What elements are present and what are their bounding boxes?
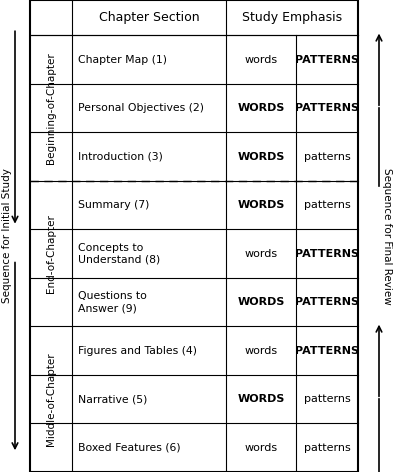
Text: WORDS: WORDS — [237, 103, 285, 113]
Text: WORDS: WORDS — [237, 152, 285, 162]
Text: PATTERNS: PATTERNS — [295, 297, 359, 307]
Text: Summary (7): Summary (7) — [78, 200, 149, 210]
Bar — [30, 0, 358, 472]
Text: PATTERNS: PATTERNS — [295, 55, 359, 65]
Text: Narrative (5): Narrative (5) — [78, 394, 147, 404]
Text: Chapter Map (1): Chapter Map (1) — [78, 55, 167, 65]
Text: Middle-of-Chapter: Middle-of-Chapter — [46, 353, 56, 446]
Text: patterns: patterns — [304, 200, 350, 210]
Text: Sequence for Final Review: Sequence for Final Review — [382, 168, 392, 304]
Text: Figures and Tables (4): Figures and Tables (4) — [78, 346, 197, 356]
Text: words: words — [244, 443, 278, 453]
Text: Questions to
Answer (9): Questions to Answer (9) — [78, 291, 147, 313]
Text: words: words — [244, 55, 278, 65]
Text: patterns: patterns — [304, 443, 350, 453]
Text: Boxed Features (6): Boxed Features (6) — [78, 443, 181, 453]
Text: words: words — [244, 346, 278, 356]
Text: Introduction (3): Introduction (3) — [78, 152, 163, 162]
Text: WORDS: WORDS — [237, 200, 285, 210]
Text: Beginning-of-Chapter: Beginning-of-Chapter — [46, 52, 56, 164]
Text: PATTERNS: PATTERNS — [295, 346, 359, 356]
Text: PATTERNS: PATTERNS — [295, 249, 359, 259]
Text: Personal Objectives (2): Personal Objectives (2) — [78, 103, 204, 113]
Text: Study Emphasis: Study Emphasis — [242, 11, 342, 24]
Text: Chapter Section: Chapter Section — [99, 11, 199, 24]
Text: words: words — [244, 249, 278, 259]
Text: patterns: patterns — [304, 152, 350, 162]
Text: Sequence for Initial Study: Sequence for Initial Study — [2, 169, 12, 303]
Text: patterns: patterns — [304, 394, 350, 404]
Text: End-of-Chapter: End-of-Chapter — [46, 214, 56, 293]
Text: PATTERNS: PATTERNS — [295, 103, 359, 113]
Text: WORDS: WORDS — [237, 297, 285, 307]
Text: Concepts to
Understand (8): Concepts to Understand (8) — [78, 243, 160, 264]
Text: WORDS: WORDS — [237, 394, 285, 404]
